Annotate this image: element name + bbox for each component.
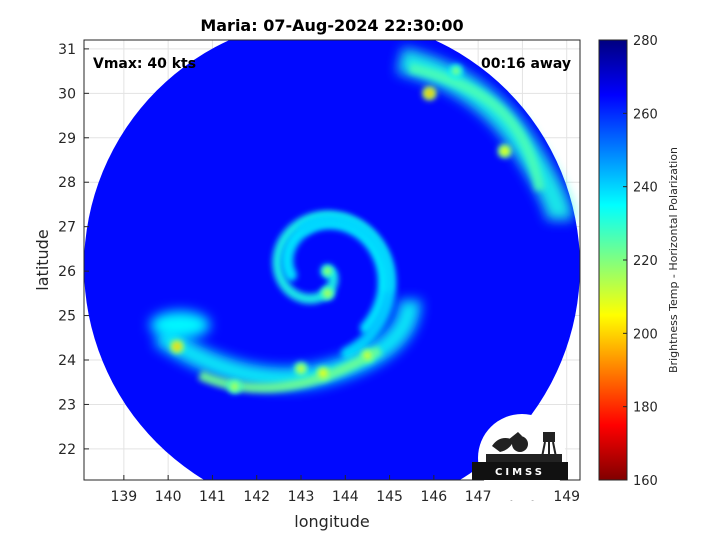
x-tick-label: 141 bbox=[199, 489, 226, 505]
y-axis-ticks: 22 23 24 25 26 27 28 29 30 31 bbox=[58, 42, 89, 458]
x-tick-label: 142 bbox=[243, 489, 270, 505]
colorbar-tick-label: 260 bbox=[633, 107, 658, 122]
y-tick-label: 24 bbox=[58, 353, 76, 369]
colorbar-ticks: 160 180 200 220 240 260 280 bbox=[623, 34, 658, 489]
convection-cell bbox=[500, 147, 509, 156]
x-tick-label: 143 bbox=[288, 489, 315, 505]
chart-title: Maria: 07-Aug-2024 22:30:00 bbox=[200, 16, 463, 35]
y-tick-label: 29 bbox=[58, 131, 76, 147]
y-axis-label: latitude bbox=[33, 229, 52, 290]
y-tick-label: 28 bbox=[58, 175, 76, 191]
x-tick-label: 149 bbox=[553, 489, 580, 505]
time-away-annotation: 00:16 away bbox=[481, 56, 571, 72]
convection-cell bbox=[363, 351, 372, 360]
vmax-annotation: Vmax: 40 kts bbox=[93, 56, 196, 72]
plot-frame bbox=[83, 39, 581, 481]
colorbar-tick-label: 160 bbox=[633, 474, 658, 489]
x-tick-label: 146 bbox=[420, 489, 447, 505]
x-axis-label: longitude bbox=[294, 512, 369, 531]
feature-layer bbox=[170, 64, 512, 394]
convection-cell bbox=[323, 289, 332, 298]
west-convection bbox=[150, 311, 210, 339]
colorbar-tick-label: 220 bbox=[633, 254, 658, 269]
convection-cell bbox=[319, 369, 328, 378]
x-tick-label: 140 bbox=[155, 489, 182, 505]
colorbar-tick-label: 200 bbox=[633, 327, 658, 342]
y-tick-label: 23 bbox=[58, 397, 76, 413]
colorbar-tick-label: 280 bbox=[633, 34, 658, 49]
logo-text: CIMSS bbox=[495, 467, 545, 478]
logo-building-icon bbox=[486, 454, 562, 463]
northeast-rainband-core bbox=[408, 63, 545, 191]
y-tick-label: 27 bbox=[58, 220, 76, 236]
colorbar-tick-label: 240 bbox=[633, 181, 658, 196]
convection-cell bbox=[230, 382, 239, 391]
convection-cell bbox=[425, 89, 434, 98]
convection-cell bbox=[173, 342, 181, 351]
logo-banner bbox=[472, 462, 568, 480]
colorbar-tick-label: 180 bbox=[633, 401, 658, 416]
southern-rainband-core bbox=[197, 345, 383, 393]
x-tick-label: 147 bbox=[465, 489, 492, 505]
logo-satellite-dish-icon bbox=[492, 432, 522, 452]
x-tick-label: 145 bbox=[376, 489, 403, 505]
colorbar bbox=[598, 39, 628, 481]
y-tick-label: 22 bbox=[58, 442, 76, 458]
x-tick-label: 144 bbox=[332, 489, 359, 505]
logo-dome-icon bbox=[512, 436, 528, 452]
y-tick-label: 26 bbox=[58, 264, 76, 280]
y-tick-label: 31 bbox=[58, 42, 76, 58]
logo-tower-icon bbox=[543, 432, 555, 442]
rainband-layer bbox=[150, 47, 573, 393]
convection-cell bbox=[297, 364, 305, 373]
convection-cell bbox=[452, 67, 460, 76]
outer-spiral-band bbox=[298, 213, 397, 359]
convection-cell bbox=[323, 267, 332, 276]
y-tick-label: 25 bbox=[58, 309, 76, 325]
cimss-logo: CIMSS bbox=[472, 414, 568, 502]
colorbar-label: Brightness Temp - Horizontal Polarizatio… bbox=[667, 147, 680, 373]
x-tick-label: 139 bbox=[110, 489, 137, 505]
y-tick-label: 30 bbox=[58, 86, 76, 102]
